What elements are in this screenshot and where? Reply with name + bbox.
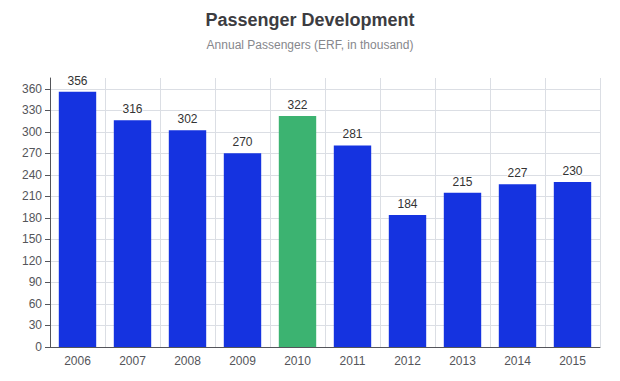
svg-text:2006: 2006 — [64, 354, 91, 368]
svg-text:330: 330 — [22, 103, 42, 117]
svg-text:270: 270 — [232, 135, 252, 149]
svg-text:180: 180 — [22, 211, 42, 225]
svg-text:356: 356 — [67, 74, 87, 88]
svg-text:30: 30 — [29, 318, 43, 332]
svg-text:2011: 2011 — [340, 354, 366, 368]
svg-text:2013: 2013 — [449, 354, 476, 368]
svg-text:360: 360 — [22, 82, 42, 96]
svg-text:Passenger Development: Passenger Development — [205, 10, 414, 30]
svg-text:Annual Passengers (ERF, in tho: Annual Passengers (ERF, in thousand) — [207, 38, 414, 52]
svg-text:2009: 2009 — [229, 354, 256, 368]
svg-text:120: 120 — [22, 254, 42, 268]
svg-text:2010: 2010 — [284, 354, 311, 368]
svg-text:227: 227 — [507, 166, 527, 180]
svg-text:2008: 2008 — [174, 354, 201, 368]
svg-text:210: 210 — [22, 189, 42, 203]
svg-text:215: 215 — [452, 175, 472, 189]
svg-text:0: 0 — [35, 340, 42, 354]
svg-text:302: 302 — [177, 112, 197, 126]
svg-text:240: 240 — [22, 168, 42, 182]
svg-text:184: 184 — [397, 197, 417, 211]
svg-text:2015: 2015 — [559, 354, 586, 368]
svg-text:90: 90 — [29, 275, 43, 289]
svg-text:281: 281 — [342, 127, 362, 141]
svg-text:150: 150 — [22, 232, 42, 246]
svg-text:230: 230 — [562, 164, 582, 178]
svg-text:2014: 2014 — [504, 354, 531, 368]
svg-text:322: 322 — [287, 98, 307, 112]
svg-text:316: 316 — [122, 102, 142, 116]
svg-text:60: 60 — [29, 297, 43, 311]
svg-text:2012: 2012 — [394, 354, 421, 368]
svg-text:300: 300 — [22, 125, 42, 139]
svg-text:270: 270 — [22, 146, 42, 160]
svg-text:2007: 2007 — [119, 354, 146, 368]
